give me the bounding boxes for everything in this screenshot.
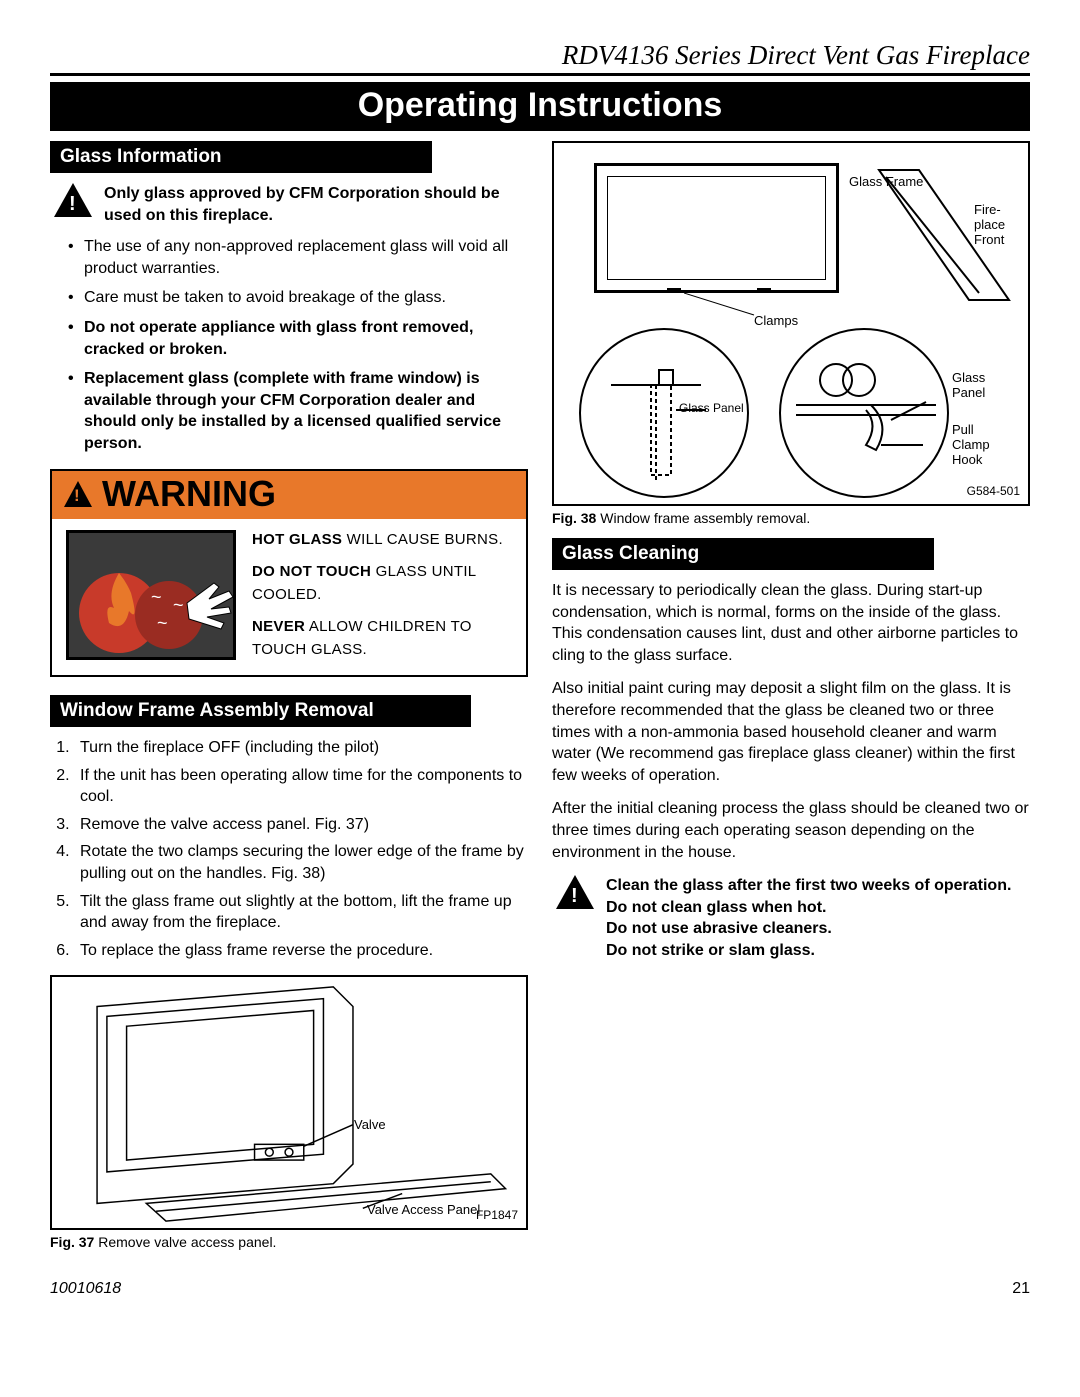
warning-line: HOT GLASS WILL CAUSE BURNS. (252, 529, 512, 552)
step-item: Rotate the two clamps securing the lower… (74, 841, 528, 884)
content-columns: Glass Information Only glass approved by… (50, 141, 1030, 1250)
cleaning-warning-text: Clean the glass after the first two week… (606, 875, 1011, 961)
subheader-window-removal: Window Frame Assembly Removal (50, 695, 471, 727)
warning-triangle-icon (64, 481, 92, 507)
fig37-code: FP1847 (476, 1208, 518, 1222)
cleaning-para-3: After the initial cleaning process the g… (552, 798, 1030, 863)
glass-info-bullets: The use of any non-approved replacement … (50, 236, 528, 454)
page-footer: 10010618 21 (50, 1280, 1030, 1298)
cleaning-warn-line: Clean the glass after the first two week… (606, 875, 1011, 897)
fig38-detail-right (779, 328, 949, 498)
page-header: RDV4136 Series Direct Vent Gas Fireplace… (50, 40, 1030, 131)
warning-line: NEVER ALLOW CHILDREN TO TOUCH GLASS. (252, 616, 512, 661)
bullet-item: Care must be taken to avoid breakage of … (68, 287, 528, 309)
figure-38: Glass Frame Fire-place Front Clamps Glas… (552, 141, 1030, 506)
svg-text:~: ~ (157, 613, 168, 633)
cleaning-warn-line: Do not use abrasive cleaners. (606, 918, 1011, 940)
cleaning-warn-line: Do not clean glass when hot. (606, 897, 1011, 919)
bullet-item: Do not operate appliance with glass fron… (68, 317, 528, 360)
subheader-glass-info: Glass Information (50, 141, 432, 173)
cleaning-warn-line: Do not strike or slam glass. (606, 940, 1011, 962)
warning-body: ~ ~ ~ HOT GLASS WILL CAUSE BURNS. DO NOT… (52, 519, 526, 676)
removal-steps: Turn the fireplace OFF (including the pi… (50, 737, 528, 961)
fig38-label-glass-panel-r: Glass Panel (952, 371, 1002, 401)
right-column: Glass Frame Fire-place Front Clamps Glas… (552, 141, 1030, 1250)
fig37-caption: Fig. 37 Remove valve access panel. (50, 1234, 528, 1250)
warning-messages: HOT GLASS WILL CAUSE BURNS. DO NOT TOUCH… (252, 529, 512, 662)
fig37-label-panel: Valve Access Panel (367, 1202, 480, 1217)
warning-banner: WARNING (52, 471, 526, 519)
glass-info-warning-text: Only glass approved by CFM Corporation s… (104, 183, 528, 226)
svg-text:~: ~ (173, 595, 184, 615)
flame-hand-graphic: ~ ~ ~ (66, 530, 236, 660)
warning-triangle-icon (556, 875, 594, 909)
step-item: Remove the valve access panel. Fig. 37) (74, 814, 528, 836)
step-item: To replace the glass frame reverse the p… (74, 940, 528, 962)
fig38-label-glass-frame: Glass Frame (849, 175, 923, 190)
warning-banner-text: WARNING (102, 473, 276, 515)
cleaning-warning: Clean the glass after the first two week… (556, 875, 1030, 961)
fig38-label-glass-panel-l: Glass Panel (679, 401, 744, 415)
fig38-label-pull-hook: Pull Clamp Hook (952, 423, 1002, 468)
fig37-label-valve: Valve (354, 1117, 386, 1132)
figure-37: Valve Valve Access Panel FP1847 (50, 975, 528, 1230)
fig38-code: G584-501 (967, 484, 1020, 498)
page-number: 21 (1012, 1280, 1030, 1298)
bullet-item: Replacement glass (complete with frame w… (68, 368, 528, 454)
fig38-label-fireplace-front: Fire-place Front (974, 203, 1018, 248)
step-item: Tilt the glass frame out slightly at the… (74, 891, 528, 934)
doc-number: 10010618 (50, 1280, 121, 1298)
warning-line: DO NOT TOUCH GLASS UNTIL COOLED. (252, 561, 512, 606)
left-column: Glass Information Only glass approved by… (50, 141, 528, 1250)
bullet-item: The use of any non-approved replacement … (68, 236, 528, 279)
cleaning-para-2: Also initial paint curing may deposit a … (552, 678, 1030, 786)
fig38-label-clamps: Clamps (754, 313, 798, 328)
step-item: Turn the fireplace OFF (including the pi… (74, 737, 528, 759)
cleaning-para-1: It is necessary to periodically clean th… (552, 580, 1030, 666)
fig38-caption: Fig. 38 Window frame assembly removal. (552, 510, 1030, 526)
section-title: Operating Instructions (50, 82, 1030, 131)
fig38-glass-frame (594, 163, 839, 293)
product-title: RDV4136 Series Direct Vent Gas Fireplace (50, 40, 1030, 76)
glass-info-warning: Only glass approved by CFM Corporation s… (54, 183, 528, 226)
warning-triangle-icon (54, 183, 92, 217)
svg-text:~: ~ (151, 587, 162, 607)
hot-glass-warning-box: WARNING ~ ~ ~ HOT GLASS WILL CAUSE BURN (50, 469, 528, 678)
subheader-glass-cleaning: Glass Cleaning (552, 538, 934, 570)
step-item: If the unit has been operating allow tim… (74, 765, 528, 808)
